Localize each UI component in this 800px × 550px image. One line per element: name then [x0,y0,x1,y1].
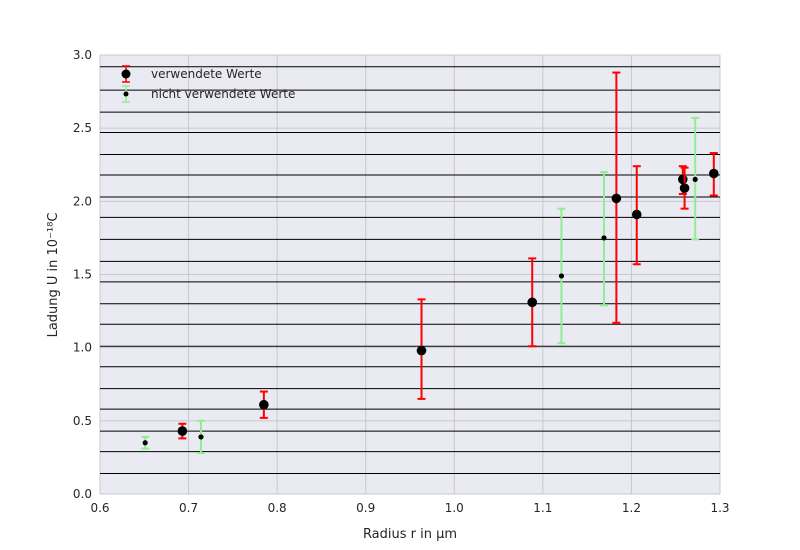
legend: verwendete Werte nicht verwendete Werte [121,65,295,103]
grid [99,54,721,495]
data-point-unused [141,435,150,450]
point-marker [679,183,690,193]
data-points [141,71,719,455]
x-tick-label: 1.1 [533,501,552,515]
data-point-used [527,257,538,348]
point-marker [692,176,698,182]
point-marker [198,434,204,440]
point-marker [527,297,538,308]
legend-label-used: verwendete Werte [151,67,262,81]
data-point-unused [557,207,566,345]
data-point-unused [599,171,608,307]
point-marker [558,273,565,279]
legend-label-unused: nicht verwendete Werte [151,87,295,101]
legend-marker-used [121,65,131,83]
data-point-used [709,152,719,197]
point-marker [601,235,607,241]
y-tick-label: 1.5 [73,268,92,282]
x-tick-label: 0.6 [90,501,109,515]
data-point-unused [691,116,700,241]
x-ticks: 0.6 0.7 0.8 0.9 1.0 1.1 1.2 1.3 [90,501,729,515]
y-ticks: 0.0 0.5 1.0 1.5 2.0 2.5 3.0 [73,48,92,501]
point-marker [631,209,642,220]
y-tick-label: 0.0 [73,487,92,501]
y-tick-label: 3.0 [73,48,92,62]
data-point-used [259,390,269,419]
data-point-unused [196,419,205,455]
data-point-used [631,165,642,266]
data-point-used [177,422,188,440]
point-marker [416,345,427,356]
x-tick-label: 1.0 [445,501,464,515]
x-axis-label: Radius r in μm [363,527,457,542]
point-marker [177,426,188,436]
y-tick-label: 0.5 [73,414,92,428]
y-tick-label: 1.0 [73,341,92,355]
point-marker [678,174,688,185]
point-marker [259,399,269,410]
legend-marker-unused [122,85,130,103]
point-marker [142,440,148,446]
data-point-used [416,298,427,400]
y-axis-label: Ladung U in 10⁻¹⁸C [46,213,61,338]
x-tick-label: 0.7 [179,501,198,515]
point-marker [611,193,622,204]
x-tick-label: 1.3 [710,501,729,515]
x-tick-label: 0.8 [268,501,287,515]
y-tick-label: 2.0 [73,194,92,208]
x-tick-label: 0.9 [356,501,375,515]
data-point-used [679,166,690,210]
point-marker [709,168,719,179]
x-tick-label: 1.2 [622,501,641,515]
y-tick-label: 2.5 [73,121,92,135]
data-point-used [611,71,622,324]
